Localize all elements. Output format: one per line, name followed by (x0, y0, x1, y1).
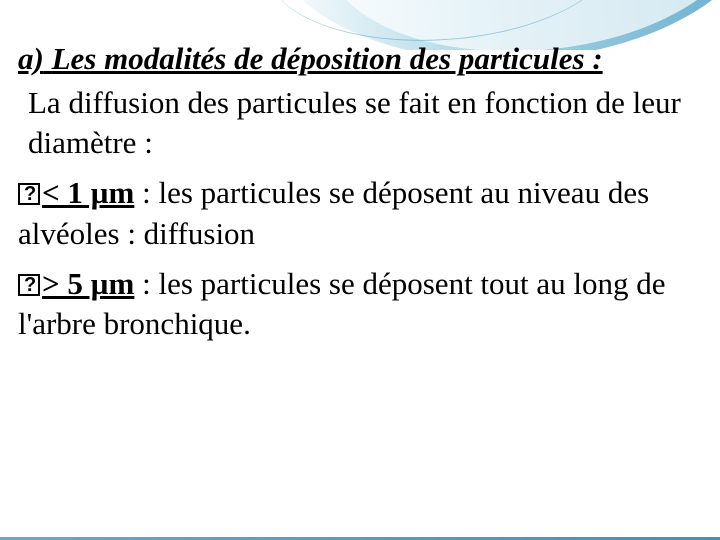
bullet-item-2: > 5 µm : les particules se déposent tout… (18, 264, 690, 345)
slide-content: a) Les modalités de déposition des parti… (18, 40, 690, 355)
intro-paragraph: La diffusion des particules se fait en f… (18, 83, 690, 164)
bullet-item-1: < 1 µm : les particules se déposent au n… (18, 173, 690, 254)
section-heading: a) Les modalités de déposition des parti… (18, 40, 690, 79)
bullet-marker-icon (18, 183, 40, 205)
bullet-marker-icon (18, 274, 40, 296)
heading-text: Les modalités de déposition des particul… (52, 41, 603, 76)
heading-prefix: a) (18, 41, 44, 76)
bullet-key: < 1 µm (42, 175, 134, 210)
bullet-key: > 5 µm (42, 266, 134, 301)
